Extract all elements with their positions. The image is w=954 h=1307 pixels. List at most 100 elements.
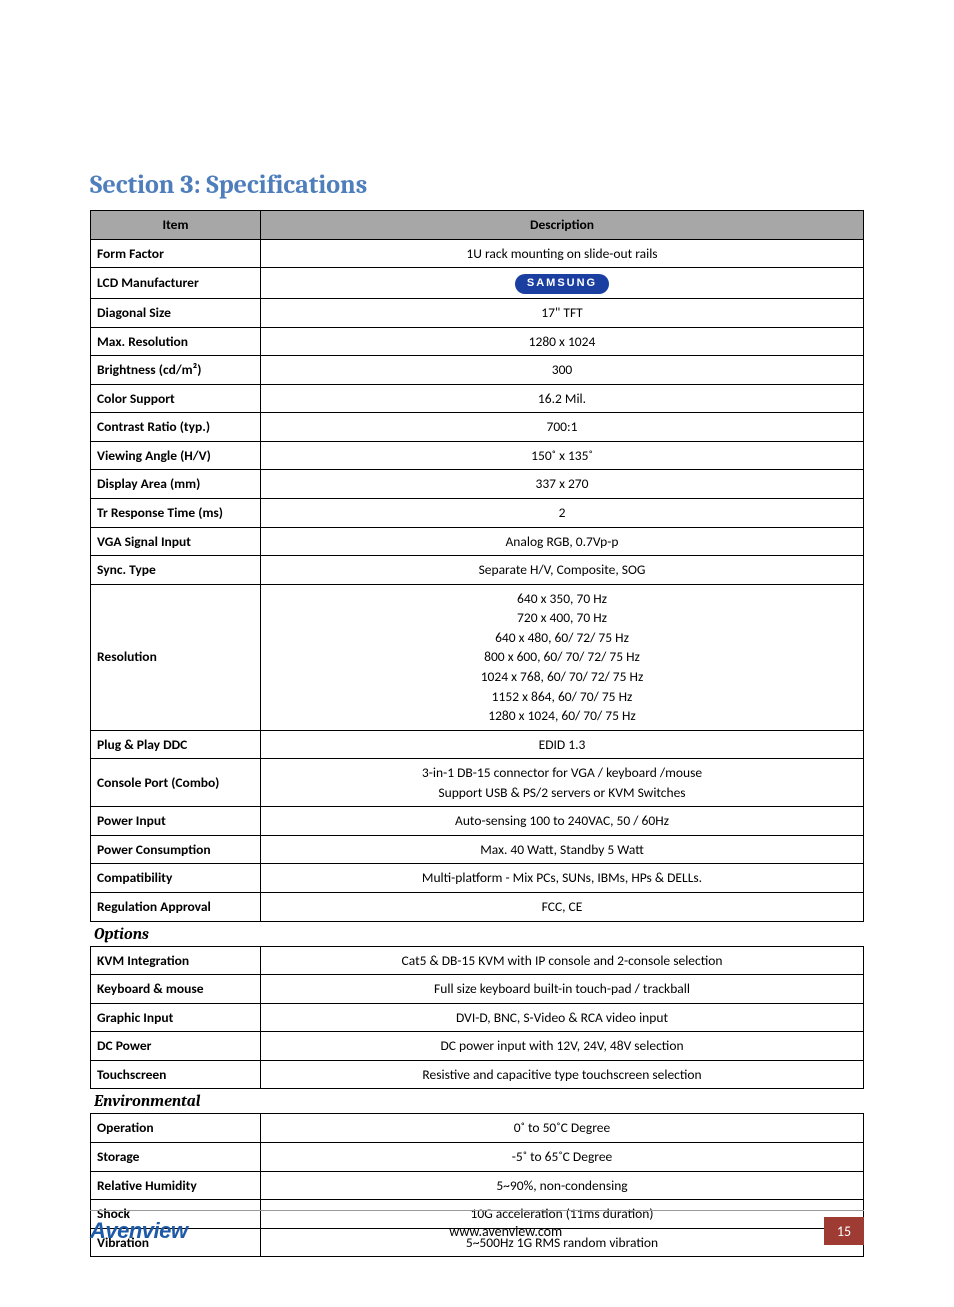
row-value-line: 640 x 350, 70 Hz bbox=[267, 589, 857, 609]
row-value-line: 3-in-1 DB-15 connector for VGA / keyboar… bbox=[267, 763, 857, 783]
row-label: LCD Manufacturer bbox=[91, 268, 261, 299]
table-row: Operation0˚ to 50˚C Degree bbox=[91, 1114, 864, 1143]
row-label: Sync. Type bbox=[91, 556, 261, 585]
row-value-line: 640 x 480, 60/ 72/ 75 Hz bbox=[267, 628, 857, 648]
table-row: Resolution640 x 350, 70 Hz720 x 400, 70 … bbox=[91, 584, 864, 730]
row-label: Contrast Ratio (typ.) bbox=[91, 413, 261, 442]
options-heading: Options bbox=[94, 925, 864, 943]
row-value: Full size keyboard built-in touch-pad / … bbox=[261, 975, 864, 1004]
table-row: Color Support16.2 Mil. bbox=[91, 384, 864, 413]
table-row: Plug & Play DDCEDID 1.3 bbox=[91, 730, 864, 759]
samsung-logo: SAMSUNG bbox=[515, 274, 609, 294]
header-item: Item bbox=[91, 211, 261, 240]
row-value-line: Support USB & PS/2 servers or KVM Switch… bbox=[267, 783, 857, 803]
table-row: Graphic InputDVI-D, BNC, S-Video & RCA v… bbox=[91, 1003, 864, 1032]
table-row: Contrast Ratio (typ.)700:1 bbox=[91, 413, 864, 442]
row-value: FCC, CE bbox=[261, 893, 864, 922]
header-description: Description bbox=[261, 211, 864, 240]
footer-brand-logo: Avenview bbox=[90, 1218, 188, 1244]
table-row: KVM IntegrationCat5 & DB-15 KVM with IP … bbox=[91, 946, 864, 975]
table-row: Tr Response Time (ms)2 bbox=[91, 499, 864, 528]
footer-page-number: 15 bbox=[824, 1217, 864, 1245]
table-header-row: Item Description bbox=[91, 211, 864, 240]
row-value: 17" TFT bbox=[261, 299, 864, 328]
table-row: Regulation ApprovalFCC, CE bbox=[91, 893, 864, 922]
row-label: Keyboard & mouse bbox=[91, 975, 261, 1004]
table-row: Max. Resolution1280 x 1024 bbox=[91, 327, 864, 356]
table-row: Sync. TypeSeparate H/V, Composite, SOG bbox=[91, 556, 864, 585]
row-label: Console Port (Combo) bbox=[91, 759, 261, 807]
row-value: 640 x 350, 70 Hz720 x 400, 70 Hz640 x 48… bbox=[261, 584, 864, 730]
row-value: 1280 x 1024 bbox=[261, 327, 864, 356]
row-value-line: 1024 x 768, 60/ 70/ 72/ 75 Hz bbox=[267, 667, 857, 687]
row-value-line: 800 x 600, 60/ 70/ 72/ 75 Hz bbox=[267, 647, 857, 667]
row-label: DC Power bbox=[91, 1032, 261, 1061]
page-container: Section 3: Specifications Item Descripti… bbox=[0, 0, 954, 1307]
row-value: 337 x 270 bbox=[261, 470, 864, 499]
row-value: Max. 40 Watt, Standby 5 Watt bbox=[261, 835, 864, 864]
row-label: Operation bbox=[91, 1114, 261, 1143]
table-row: Form Factor1U rack mounting on slide-out… bbox=[91, 239, 864, 268]
table-row: Storage-5˚ to 65˚C Degree bbox=[91, 1142, 864, 1171]
row-value-line: 1152 x 864, 60/ 70/ 75 Hz bbox=[267, 687, 857, 707]
row-value: DVI-D, BNC, S-Video & RCA video input bbox=[261, 1003, 864, 1032]
row-value: 16.2 Mil. bbox=[261, 384, 864, 413]
row-value: 5~90%, non-condensing bbox=[261, 1171, 864, 1200]
row-label: Plug & Play DDC bbox=[91, 730, 261, 759]
row-value: Separate H/V, Composite, SOG bbox=[261, 556, 864, 585]
table-row: Console Port (Combo) 3-in-1 DB-15 connect… bbox=[91, 759, 864, 807]
environmental-heading: Environmental bbox=[94, 1092, 864, 1110]
footer-url: www.avenview.com bbox=[188, 1223, 825, 1240]
row-value: 1U rack mounting on slide-out rails bbox=[261, 239, 864, 268]
row-label: Max. Resolution bbox=[91, 327, 261, 356]
row-value-line: 720 x 400, 70 Hz bbox=[267, 608, 857, 628]
table-row: Display Area (mm)337 x 270 bbox=[91, 470, 864, 499]
table-row: Brightness (cd/m²)300 bbox=[91, 356, 864, 385]
row-label: Resolution bbox=[91, 584, 261, 730]
row-label: Relative Humidity bbox=[91, 1171, 261, 1200]
spec-table-options: KVM IntegrationCat5 & DB-15 KVM with IP … bbox=[90, 946, 864, 1090]
section-title: Section 3: Specifications bbox=[90, 170, 864, 200]
row-label: Touchscreen bbox=[91, 1060, 261, 1089]
row-value: 300 bbox=[261, 356, 864, 385]
row-value: 3-in-1 DB-15 connector for VGA / keyboar… bbox=[261, 759, 864, 807]
row-value: Multi-platform - Mix PCs, SUNs, IBMs, HP… bbox=[261, 864, 864, 893]
table-row: Power InputAuto-sensing 100 to 240VAC, 5… bbox=[91, 807, 864, 836]
table-row: Keyboard & mouseFull size keyboard built… bbox=[91, 975, 864, 1004]
row-label: Viewing Angle (H/V) bbox=[91, 441, 261, 470]
row-label: Diagonal Size bbox=[91, 299, 261, 328]
row-label: Display Area (mm) bbox=[91, 470, 261, 499]
row-value: 0˚ to 50˚C Degree bbox=[261, 1114, 864, 1143]
row-label: Tr Response Time (ms) bbox=[91, 499, 261, 528]
row-value: Resistive and capacitive type touchscree… bbox=[261, 1060, 864, 1089]
row-label: Storage bbox=[91, 1142, 261, 1171]
table-row: Relative Humidity5~90%, non-condensing bbox=[91, 1171, 864, 1200]
table-row: Power ConsumptionMax. 40 Watt, Standby 5… bbox=[91, 835, 864, 864]
spec-table-main: Item Description Form Factor1U rack moun… bbox=[90, 210, 864, 922]
table-row: LCD Manufacturer SAMSUNG bbox=[91, 268, 864, 299]
table-row: Diagonal Size17" TFT bbox=[91, 299, 864, 328]
row-value: 700:1 bbox=[261, 413, 864, 442]
row-label: Brightness (cd/m²) bbox=[91, 356, 261, 385]
row-label: VGA Signal Input bbox=[91, 527, 261, 556]
row-value-line: 1280 x 1024, 60/ 70/ 75 Hz bbox=[267, 706, 857, 726]
row-value: -5˚ to 65˚C Degree bbox=[261, 1142, 864, 1171]
row-value: SAMSUNG bbox=[261, 268, 864, 299]
row-label: Power Consumption bbox=[91, 835, 261, 864]
row-value: 150˚ x 135˚ bbox=[261, 441, 864, 470]
row-label: KVM Integration bbox=[91, 946, 261, 975]
row-value: Analog RGB, 0.7Vp-p bbox=[261, 527, 864, 556]
row-value: DC power input with 12V, 24V, 48V select… bbox=[261, 1032, 864, 1061]
row-value: Cat5 & DB-15 KVM with IP console and 2-c… bbox=[261, 946, 864, 975]
row-label: Form Factor bbox=[91, 239, 261, 268]
table-row: TouchscreenResistive and capacitive type… bbox=[91, 1060, 864, 1089]
row-label: Graphic Input bbox=[91, 1003, 261, 1032]
table-row: VGA Signal InputAnalog RGB, 0.7Vp-p bbox=[91, 527, 864, 556]
row-label: Compatibility bbox=[91, 864, 261, 893]
table-row: DC PowerDC power input with 12V, 24V, 48… bbox=[91, 1032, 864, 1061]
row-label: Color Support bbox=[91, 384, 261, 413]
page-footer: Avenview www.avenview.com 15 bbox=[90, 1210, 864, 1245]
table-row: CompatibilityMulti-platform - Mix PCs, S… bbox=[91, 864, 864, 893]
row-value: EDID 1.3 bbox=[261, 730, 864, 759]
table-row: Viewing Angle (H/V)150˚ x 135˚ bbox=[91, 441, 864, 470]
